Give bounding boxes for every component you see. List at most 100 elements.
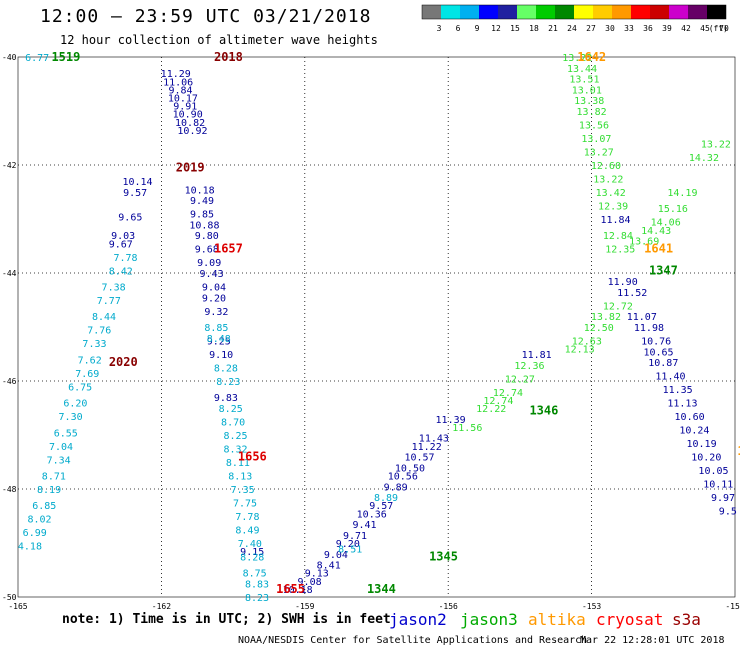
wave-height-value: 10.56 xyxy=(388,472,418,483)
wave-height-value: 6.99 xyxy=(23,528,47,539)
colorbar-label: 3 xyxy=(437,24,442,33)
wave-height-value: 12.84 xyxy=(603,231,633,242)
wave-height-value: 12.36 xyxy=(514,361,544,372)
x-tick-label: -159 xyxy=(295,602,314,611)
wave-height-value: 11.90 xyxy=(608,277,638,288)
wave-height-value: 8.28 xyxy=(240,553,264,564)
wave-height-value: 9.09 xyxy=(197,258,221,269)
wave-height-value: 9.13 xyxy=(305,569,329,580)
wave-height-value: 9.85 xyxy=(190,210,214,221)
colorbar-label: 9 xyxy=(475,24,480,33)
colorbar-unit: (ft) xyxy=(709,24,728,33)
colorbar-label: 18 xyxy=(529,24,539,33)
wave-height-value: 9.03 xyxy=(111,231,135,242)
wave-height-value: 7.33 xyxy=(82,339,106,350)
wave-height-value: 12.63 xyxy=(572,337,602,348)
colorbar-swatch xyxy=(593,5,612,19)
wave-height-value: 8.02 xyxy=(27,515,51,526)
colorbar-swatch xyxy=(536,5,555,19)
wave-height-value: 9.67 xyxy=(109,239,133,250)
wave-height-value: 9.97 xyxy=(711,493,735,504)
wave-height-value: 10.17 xyxy=(168,94,198,105)
wave-height-value: 4.18 xyxy=(18,542,42,553)
wave-height-value: 9.49 xyxy=(190,196,214,207)
wave-height-value: 11.98 xyxy=(634,323,664,334)
wave-height-value: 9.91 xyxy=(173,102,197,113)
wave-height-value: 11.81 xyxy=(522,350,552,361)
wave-height-value: 9.20 xyxy=(202,293,226,304)
wave-height-value: 8.19 xyxy=(37,485,61,496)
legend-s3a: s3a xyxy=(672,610,701,629)
colorbar-swatch xyxy=(441,5,460,19)
colorbar-label: 24 xyxy=(567,24,577,33)
chart-subtitle: 12 hour collection of altimeter wave hei… xyxy=(60,33,378,47)
wave-height-value: 10.19 xyxy=(686,439,716,450)
wave-height-value: 13.07 xyxy=(581,134,611,145)
legend-jason2: jason2 xyxy=(389,610,447,629)
wave-height-value: 13.51 xyxy=(569,75,599,86)
pass-label: 1656 xyxy=(238,450,267,464)
wave-height-value: 13.01 xyxy=(572,85,602,96)
colorbar-label: 42 xyxy=(681,24,691,33)
pass-label: 16 xyxy=(737,444,740,458)
wave-height-value: 13.69 xyxy=(629,237,659,248)
wave-height-value: 9.25 xyxy=(207,337,231,348)
colorbar-swatch xyxy=(650,5,669,19)
wave-height-value: 10.18 xyxy=(283,585,313,596)
colorbar-label: 30 xyxy=(605,24,615,33)
colorbar-label: 33 xyxy=(624,24,634,33)
colorbar-swatch xyxy=(707,5,726,19)
wave-height-value: 11.13 xyxy=(667,399,697,410)
colorbar-swatch xyxy=(669,5,688,19)
wave-height-value: 9.57 xyxy=(123,188,147,199)
wave-height-value: 12.22 xyxy=(476,404,506,415)
colorbar-swatch xyxy=(574,5,593,19)
wave-height-value: 10.82 xyxy=(175,118,205,129)
colorbar-frame xyxy=(421,4,727,20)
colorbar-label: 70 xyxy=(719,24,729,33)
colorbar-label: 12 xyxy=(491,24,501,33)
wave-height-value: 11.84 xyxy=(600,215,630,226)
wave-height-value: 7.04 xyxy=(49,442,73,453)
wave-height-value: 12.74 xyxy=(493,388,523,399)
wave-height-value: 13.82 xyxy=(591,312,621,323)
wave-height-value: 10.24 xyxy=(679,426,709,437)
x-tick-label: -156 xyxy=(439,602,458,611)
colorbar-swatch xyxy=(555,5,574,19)
colorbar-swatch xyxy=(460,5,479,19)
credit-text: NOAA/NESDIS Center for Satellite Applica… xyxy=(238,635,588,646)
wave-height-value: 12.72 xyxy=(603,301,633,312)
y-tick-label: -46 xyxy=(2,377,17,386)
wave-height-value: 10.50 xyxy=(395,463,425,474)
wave-height-value: 12.13 xyxy=(565,345,595,356)
wave-height-value: 11.29 xyxy=(161,69,191,80)
wave-height-value: 8.23 xyxy=(245,593,269,604)
colorbar-label: 6 xyxy=(456,24,461,33)
colorbar-label: 36 xyxy=(643,24,653,33)
wave-height-value: 11.56 xyxy=(452,423,482,434)
wave-height-value: 10.88 xyxy=(189,220,219,231)
wave-height-value: 9.5 xyxy=(719,507,737,518)
wave-height-value: 7.40 xyxy=(238,539,262,550)
pass-label: 1346 xyxy=(529,404,558,418)
wave-height-value: 10.36 xyxy=(357,509,387,520)
wave-height-value: 13.22 xyxy=(593,175,623,186)
colorbar-swatch xyxy=(479,5,498,19)
wave-height-value: 6.85 xyxy=(32,501,56,512)
colorbar-label: 27 xyxy=(586,24,596,33)
wave-height-value: 7.78 xyxy=(114,253,138,264)
wave-height-value: 8.11 xyxy=(226,458,250,469)
wave-height-value: 10.90 xyxy=(173,110,203,121)
y-tick-label: -44 xyxy=(2,269,17,278)
wave-height-value: 9.71 xyxy=(343,531,367,542)
wave-height-value: 7.76 xyxy=(87,326,111,337)
wave-height-value: 9.65 xyxy=(118,212,142,223)
wave-height-value: 13.22 xyxy=(562,53,592,64)
wave-height-value: 10.18 xyxy=(185,185,215,196)
wave-height-value: 10.60 xyxy=(675,412,705,423)
wave-height-value: 7.77 xyxy=(97,296,121,307)
wave-height-value: 11.06 xyxy=(163,77,193,88)
wave-height-value: 9.32 xyxy=(204,307,228,318)
wave-height-value: 14.43 xyxy=(641,226,671,237)
